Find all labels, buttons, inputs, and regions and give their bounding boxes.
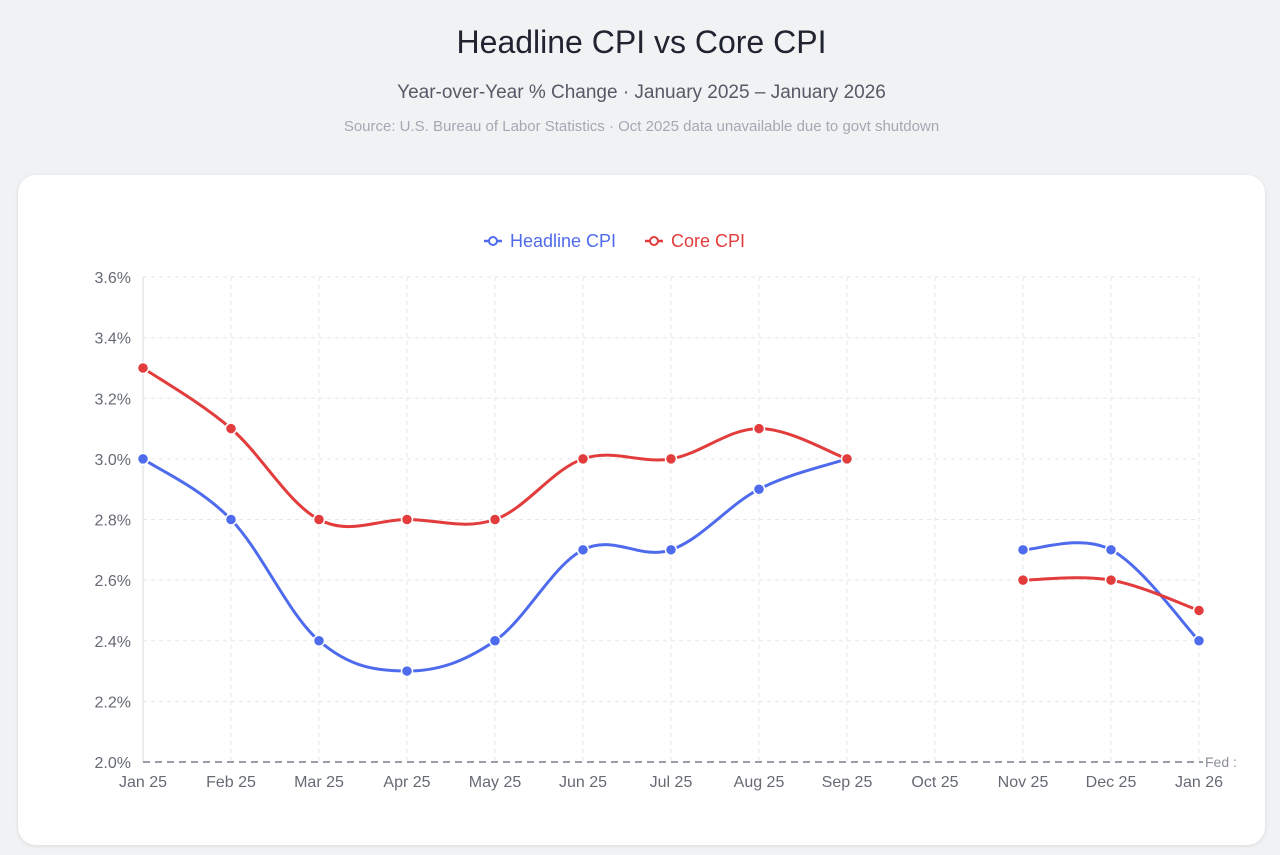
chart-card: 2.0% 2.2% 2.4% 2.6% 2.8% 3.0% 3.2% 3.4% 3.6% Jan … [18, 175, 1265, 845]
data-point [576, 543, 590, 557]
y-tick-label: 2.6% [95, 573, 131, 590]
x-tick-label: Jan 25 [119, 774, 167, 791]
data-point [136, 361, 150, 375]
y-tick-label: 3.2% [95, 391, 131, 408]
chart-source-note: Source: U.S. Bureau of Labor Statistics … [343, 118, 940, 135]
legend-marker-dot[interactable] [649, 236, 659, 246]
x-tick-label: Dec 25 [1086, 774, 1137, 791]
x-tick-label: Jul 25 [650, 774, 693, 791]
data-point [400, 664, 414, 678]
data-point [1104, 573, 1118, 587]
baseline-label: Fed : [1205, 754, 1237, 770]
x-tick-label: Oct 25 [911, 774, 958, 791]
x-tick-label: Feb 25 [206, 774, 256, 791]
data-point [1104, 543, 1118, 557]
chart-title: Headline CPI vs Core CPI [456, 24, 827, 60]
x-tick-label: Mar 25 [294, 774, 344, 791]
data-point [576, 452, 590, 466]
x-tick-label: Jan 26 [1175, 774, 1223, 791]
x-tick-label: Sep 25 [822, 774, 873, 791]
y-tick-label: 3.6% [95, 270, 131, 287]
data-point [752, 482, 766, 496]
data-point [1192, 604, 1206, 617]
data-point [312, 513, 326, 526]
data-point [136, 452, 150, 466]
data-point [488, 513, 502, 526]
legend-item-label[interactable]: Headline CPI [510, 231, 616, 251]
data-point [1016, 543, 1030, 557]
legend-item-label[interactable]: Core CPI [671, 231, 745, 251]
data-point [840, 452, 854, 466]
data-point [312, 634, 326, 647]
x-tick-label: Aug 25 [734, 774, 785, 791]
line-chart: 2.0% 2.2% 2.4% 2.6% 2.8% 3.0% 3.2% 3.4% 3.6% Jan … [95, 231, 1237, 791]
data-point [752, 422, 766, 435]
data-point [664, 452, 678, 466]
data-point [224, 422, 238, 435]
y-tick-label: 2.8% [95, 513, 131, 530]
y-tick-label: 2.2% [95, 694, 131, 711]
y-tick-label: 3.4% [95, 331, 131, 348]
legend-marker-dot[interactable] [488, 236, 498, 246]
y-tick-label: 3.0% [95, 452, 131, 469]
y-tick-label: 2.0% [95, 755, 131, 772]
x-tick-label: Nov 25 [998, 774, 1049, 791]
y-tick-label: 2.4% [95, 634, 131, 651]
x-tick-label: Apr 25 [383, 774, 430, 791]
x-tick-label: May 25 [469, 774, 522, 791]
x-tick-label: Jun 25 [559, 774, 607, 791]
data-point [488, 634, 502, 647]
data-point [1192, 634, 1206, 647]
data-point [400, 513, 414, 526]
chart-subtitle: Year-over-Year % Change · January 2025 –… [397, 82, 886, 103]
data-point [664, 543, 678, 557]
data-point [1016, 573, 1030, 587]
data-point [224, 513, 238, 526]
